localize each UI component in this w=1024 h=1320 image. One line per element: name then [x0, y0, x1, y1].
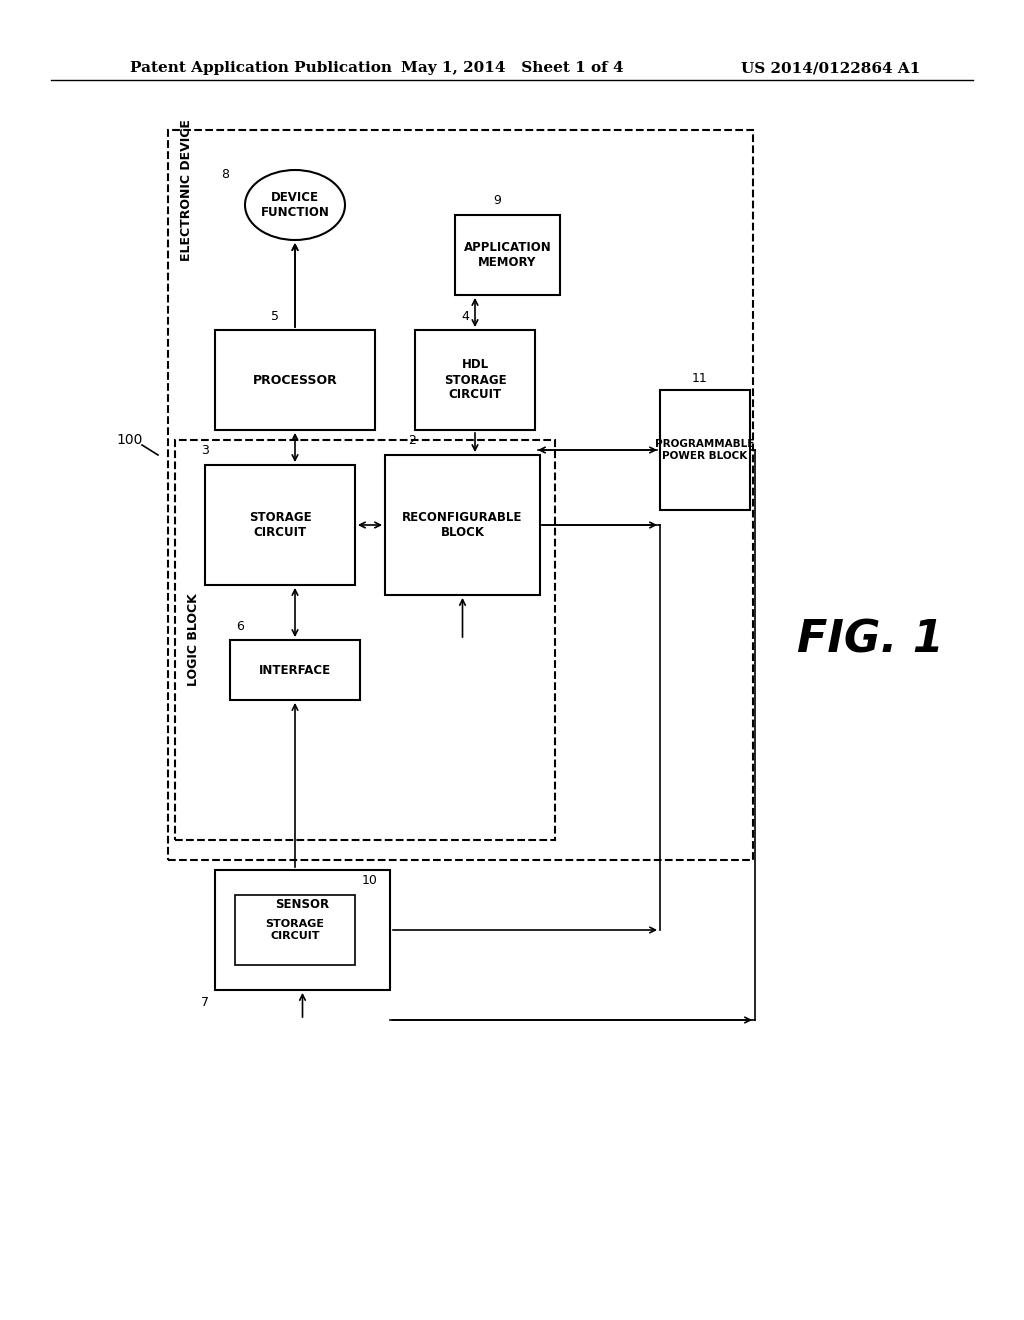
- Text: 3: 3: [201, 445, 209, 458]
- Ellipse shape: [245, 170, 345, 240]
- Text: APPLICATION
MEMORY: APPLICATION MEMORY: [464, 242, 551, 269]
- Text: 2: 2: [409, 434, 417, 447]
- Text: PROGRAMMABLE
POWER BLOCK: PROGRAMMABLE POWER BLOCK: [655, 440, 755, 461]
- Bar: [455, 215, 560, 294]
- Text: 4: 4: [461, 309, 469, 322]
- Text: FIG. 1: FIG. 1: [797, 619, 943, 661]
- Text: 11: 11: [692, 371, 708, 384]
- Bar: [215, 870, 390, 990]
- Text: 9: 9: [494, 194, 502, 207]
- Bar: [168, 129, 753, 861]
- Bar: [205, 465, 355, 585]
- Text: STORAGE
CIRCUIT: STORAGE CIRCUIT: [249, 511, 311, 539]
- Bar: [415, 330, 535, 430]
- Bar: [230, 640, 360, 700]
- Bar: [175, 440, 555, 840]
- Text: SENSOR: SENSOR: [275, 899, 330, 912]
- Bar: [385, 455, 540, 595]
- Text: 6: 6: [237, 619, 244, 632]
- Text: HDL
STORAGE
CIRCUIT: HDL STORAGE CIRCUIT: [443, 359, 506, 401]
- Text: STORAGE
CIRCUIT: STORAGE CIRCUIT: [265, 919, 325, 941]
- Text: INTERFACE: INTERFACE: [259, 664, 331, 676]
- Text: 8: 8: [221, 169, 229, 181]
- Bar: [660, 389, 750, 510]
- Text: ELECTRONIC DEVICE: ELECTRONIC DEVICE: [180, 119, 193, 261]
- Text: Patent Application Publication: Patent Application Publication: [130, 61, 392, 75]
- Text: May 1, 2014   Sheet 1 of 4: May 1, 2014 Sheet 1 of 4: [400, 61, 624, 75]
- Text: 5: 5: [271, 309, 279, 322]
- Text: 7: 7: [201, 995, 209, 1008]
- Bar: [234, 895, 355, 965]
- Text: LOGIC BLOCK: LOGIC BLOCK: [187, 594, 200, 686]
- Bar: [215, 330, 375, 430]
- Text: US 2014/0122864 A1: US 2014/0122864 A1: [740, 61, 920, 75]
- Text: 10: 10: [362, 874, 378, 887]
- Text: DEVICE
FUNCTION: DEVICE FUNCTION: [260, 191, 330, 219]
- Text: 100: 100: [117, 433, 143, 447]
- Text: PROCESSOR: PROCESSOR: [253, 374, 337, 387]
- Text: RECONFIGURABLE
BLOCK: RECONFIGURABLE BLOCK: [402, 511, 522, 539]
